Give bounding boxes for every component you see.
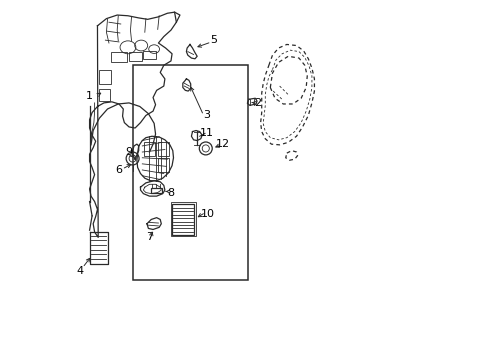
Text: 10: 10 (201, 209, 215, 219)
Bar (143, 51, 156, 59)
Text: 5: 5 (210, 35, 217, 45)
Bar (129, 52, 142, 61)
Bar (99, 89, 110, 101)
Bar (158, 142, 169, 156)
Bar (133, 65, 247, 280)
Text: 4: 4 (76, 266, 83, 276)
Bar (99, 69, 110, 84)
Bar (172, 204, 193, 234)
Bar (144, 142, 155, 156)
Bar (111, 51, 127, 62)
Text: 7: 7 (145, 232, 153, 242)
Text: 6: 6 (115, 165, 122, 175)
Bar (158, 158, 169, 172)
Bar (170, 202, 195, 236)
Bar (150, 188, 162, 193)
Text: 9: 9 (125, 147, 132, 157)
Text: 3: 3 (203, 111, 210, 121)
Text: 2: 2 (254, 98, 261, 108)
Text: 12: 12 (216, 139, 229, 149)
Text: 1: 1 (86, 91, 93, 101)
Text: 8: 8 (167, 188, 174, 198)
Text: 11: 11 (200, 129, 213, 138)
